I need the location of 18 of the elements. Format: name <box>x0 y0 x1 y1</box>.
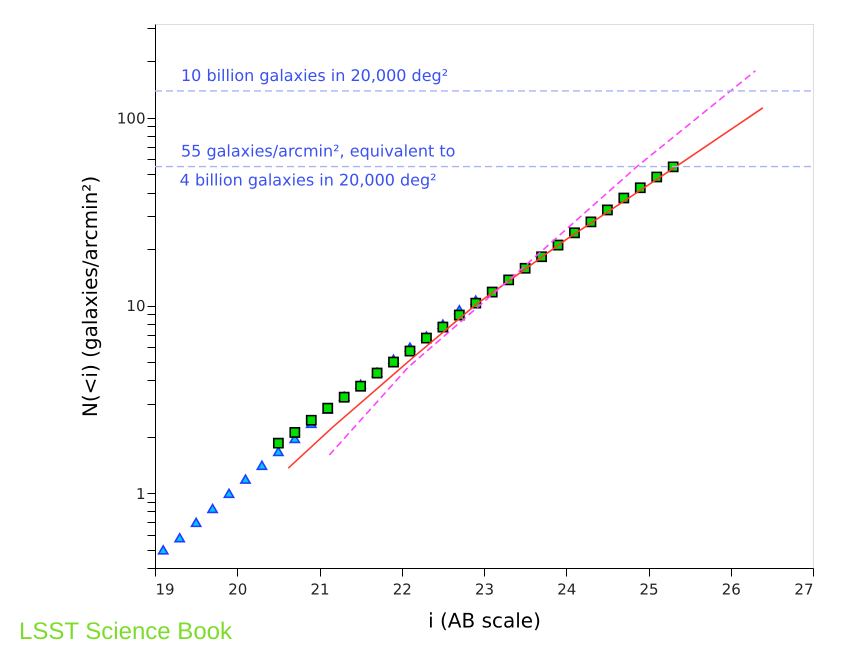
y-tick-label: 100 <box>116 109 146 128</box>
y-tick-label: 1 <box>136 484 146 503</box>
x-tick-label: 23 <box>474 580 494 598</box>
ref-line-label: 55 galaxies/arcmin², equivalent to <box>181 142 456 161</box>
x-tick-label: 21 <box>310 580 330 598</box>
x-tick-label: 26 <box>722 580 741 598</box>
x-tick-label: 27 <box>794 580 814 598</box>
text: LSST Science Book <box>19 618 234 645</box>
x-tick-label: 24 <box>557 580 576 598</box>
y-tick-label: 10 <box>126 297 146 316</box>
annotation: 4 billion galaxies in 20,000 deg² <box>180 170 437 190</box>
x-tick-label: 22 <box>392 580 412 598</box>
x-tick-label: 19 <box>156 580 175 598</box>
y-axis-title: N(<i) (galaxies/arcmin²) <box>78 176 102 418</box>
x-axis-title: i (AB scale) <box>428 608 541 632</box>
x-tick-label: 20 <box>228 580 248 598</box>
ref-line-label: 10 billion galaxies in 20,000 deg² <box>181 66 448 85</box>
x-tick-label: 25 <box>639 580 659 598</box>
